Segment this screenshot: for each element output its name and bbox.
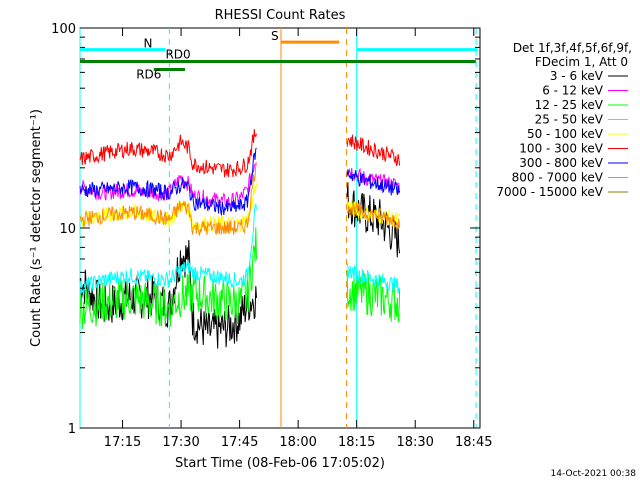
series-line-6: [79, 147, 401, 216]
y-tick-label: 100: [51, 22, 76, 37]
annotation-label: RD0: [165, 47, 190, 61]
legend-entry-label: 7000 - 15000 keV: [496, 185, 603, 199]
legend-entry-label: 12 - 25 keV: [535, 98, 604, 112]
legend-entry-label: 25 - 50 keV: [535, 113, 604, 127]
legend-entry-label: 800 - 7000 keV: [512, 171, 604, 185]
x-tick-label: 17:30: [162, 435, 199, 450]
x-tick-label: 18:00: [279, 435, 316, 450]
chart-title: RHESSI Count Rates: [215, 8, 346, 23]
plot-frame: [79, 27, 481, 429]
x-tick-label: 18:15: [338, 435, 375, 450]
annotation-label: N: [143, 37, 152, 51]
x-axis-label: Start Time (08-Feb-06 17:05:02): [175, 456, 385, 471]
y-tick-label: 10: [59, 222, 76, 237]
legend-entry-label: 6 - 12 keV: [542, 84, 604, 98]
x-tick-label: 17:15: [104, 435, 141, 450]
footer-timestamp: 14-Oct-2021 00:38: [551, 469, 637, 479]
y-tick-label: 1: [68, 422, 76, 437]
series-line-7: [79, 162, 401, 236]
x-tick-label: 18:30: [396, 435, 433, 450]
legend-entry-label: 50 - 100 keV: [527, 127, 604, 141]
legend-entry-label: 300 - 800 keV: [519, 156, 603, 170]
legend-entry-label: 3 - 6 keV: [550, 69, 604, 83]
legend-header-line: FDecim 1, Att 0: [535, 55, 628, 69]
annotation-label: S: [271, 29, 279, 43]
legend-entry-label: 100 - 300 keV: [519, 142, 603, 156]
annotation-label: RD6: [136, 68, 161, 82]
series-line-5: [79, 129, 401, 178]
y-axis-label: Count Rate (s⁻¹ detector segment⁻¹): [29, 109, 44, 347]
x-tick-label: 17:45: [221, 435, 258, 450]
x-tick-label: 18:45: [455, 435, 492, 450]
series-line-3: [79, 203, 401, 295]
legend-header-line: Det 1f,3f,4f,5f,6f,9f,: [513, 41, 632, 55]
